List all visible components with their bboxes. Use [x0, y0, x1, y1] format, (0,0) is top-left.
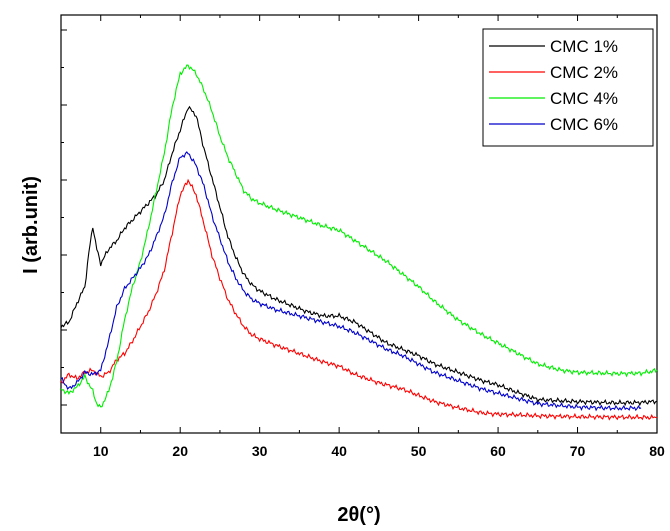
legend-label-1: CMC 1%: [550, 37, 618, 56]
series-line-1: [60, 105, 658, 407]
series-line-4: [60, 151, 642, 412]
y-axis-title: I (arb.unit): [20, 176, 42, 274]
series-line-2: [60, 178, 657, 421]
legend-label-2: CMC 2%: [550, 63, 618, 82]
plot-frame: [60, 14, 658, 434]
x-axis-title: 2θ(°): [337, 504, 380, 526]
legend-label-3: CMC 4%: [550, 89, 618, 108]
legend: CMC 1% CMC 2% CMC 4% CMC 6%: [482, 28, 654, 147]
legend-box: [482, 28, 654, 147]
x-tick-label: 70: [570, 443, 586, 459]
x-tick-label: 10: [93, 443, 109, 459]
series-layer: [60, 64, 658, 421]
x-tick-label: 60: [490, 443, 506, 459]
legend-label-4: CMC 6%: [550, 115, 618, 134]
axis-ticks: 10 20 30 40 50 60 70 80: [60, 15, 665, 459]
series-line-3: [60, 64, 658, 408]
x-tick-label: 80: [649, 443, 665, 459]
x-tick-label: 50: [411, 443, 427, 459]
x-tick-label: 40: [331, 443, 347, 459]
x-tick-label: 30: [252, 443, 268, 459]
x-tick-label: 20: [172, 443, 188, 459]
